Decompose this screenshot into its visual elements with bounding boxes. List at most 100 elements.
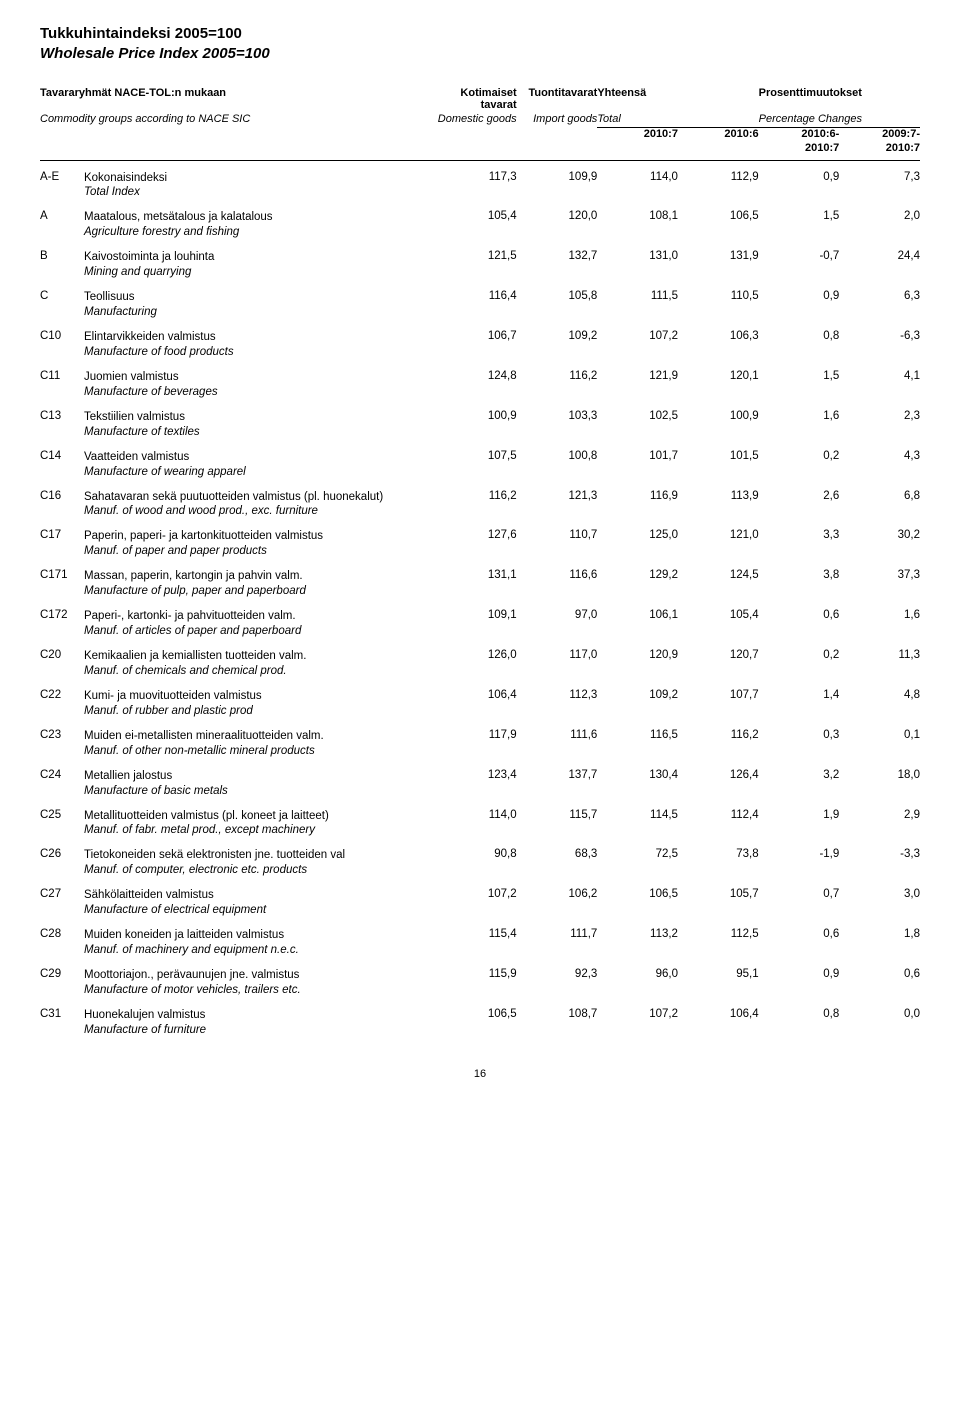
table-row: C13Tekstiilien valmistusManufacture of t…: [40, 400, 920, 440]
table-row: C11Juomien valmistusManufacture of bever…: [40, 360, 920, 400]
row-value: 100,8: [517, 440, 598, 480]
table-row: AMaatalous, metsätalous ja kalatalousAgr…: [40, 200, 920, 240]
row-desc: KokonaisindeksiTotal Index: [84, 160, 436, 200]
row-value: 106,3: [678, 320, 759, 360]
row-value: 130,4: [597, 759, 678, 799]
row-value: 100,9: [678, 400, 759, 440]
hdr-import-fi: Tuontitavarat: [517, 87, 598, 113]
hdr-group-en: Commodity groups according to NACE SIC: [40, 113, 436, 128]
row-value: 1,6: [759, 400, 840, 440]
row-value: 126,0: [436, 639, 517, 679]
row-desc: Tekstiilien valmistusManufacture of text…: [84, 400, 436, 440]
row-value: 120,7: [678, 639, 759, 679]
row-value: 124,5: [678, 559, 759, 599]
row-value: 90,8: [436, 838, 517, 878]
row-desc: Muiden koneiden ja laitteiden valmistusM…: [84, 918, 436, 958]
row-value: 116,9: [597, 480, 678, 520]
row-code: C11: [40, 360, 84, 400]
row-value: 18,0: [839, 759, 920, 799]
row-value: 108,1: [597, 200, 678, 240]
row-value: 0,9: [759, 958, 840, 998]
row-value: 107,5: [436, 440, 517, 480]
row-desc: Moottoriajon., perävaunujen jne. valmist…: [84, 958, 436, 998]
row-value: 120,0: [517, 200, 598, 240]
row-code: C25: [40, 799, 84, 839]
hdr-2010-6: 2010:6: [678, 127, 759, 142]
row-value: 3,0: [839, 878, 920, 918]
row-code: C13: [40, 400, 84, 440]
row-value: 0,0: [839, 998, 920, 1038]
row-value: 125,0: [597, 519, 678, 559]
row-value: 120,9: [597, 639, 678, 679]
hdr-domestic-en: Domestic goods: [436, 113, 517, 128]
table-row: C27Sähkölaitteiden valmistusManufacture …: [40, 878, 920, 918]
row-value: 1,9: [759, 799, 840, 839]
table-row: C25Metallituotteiden valmistus (pl. kone…: [40, 799, 920, 839]
hdr-2009-7-7a: 2009:7-: [839, 127, 920, 142]
row-value: 102,5: [597, 400, 678, 440]
row-value: 73,8: [678, 838, 759, 878]
row-desc: Kaivostoiminta ja louhintaMining and qua…: [84, 240, 436, 280]
row-code: A: [40, 200, 84, 240]
row-code: C171: [40, 559, 84, 599]
page-title-block: Tukkuhintaindeksi 2005=100 Wholesale Pri…: [40, 24, 920, 65]
row-value: 0,1: [839, 719, 920, 759]
row-value: 117,3: [436, 160, 517, 200]
row-value: 109,2: [517, 320, 598, 360]
table-row: C171Massan, paperin, kartongin ja pahvin…: [40, 559, 920, 599]
hdr-2009-7-7b: 2010:7: [839, 142, 920, 156]
row-value: 106,5: [678, 200, 759, 240]
row-desc: Kemikaalien ja kemiallisten tuotteiden v…: [84, 639, 436, 679]
row-value: 4,8: [839, 679, 920, 719]
row-code: C: [40, 280, 84, 320]
row-value: 100,9: [436, 400, 517, 440]
row-desc: Sähkölaitteiden valmistusManufacture of …: [84, 878, 436, 918]
row-value: 129,2: [597, 559, 678, 599]
table-row: C31Huonekalujen valmistusManufacture of …: [40, 998, 920, 1038]
row-value: 108,7: [517, 998, 598, 1038]
row-code: C17: [40, 519, 84, 559]
row-code: C26: [40, 838, 84, 878]
table-row: BKaivostoiminta ja louhintaMining and qu…: [40, 240, 920, 280]
row-code: C29: [40, 958, 84, 998]
row-value: 112,3: [517, 679, 598, 719]
row-value: 0,9: [759, 280, 840, 320]
table-row: CTeollisuusManufacturing116,4105,8111,51…: [40, 280, 920, 320]
row-value: 110,5: [678, 280, 759, 320]
row-value: 4,3: [839, 440, 920, 480]
table-row: C14Vaatteiden valmistusManufacture of we…: [40, 440, 920, 480]
row-value: 121,0: [678, 519, 759, 559]
row-value: 7,3: [839, 160, 920, 200]
row-value: 116,4: [436, 280, 517, 320]
row-value: 114,0: [597, 160, 678, 200]
row-value: 72,5: [597, 838, 678, 878]
row-desc: Metallien jalostusManufacture of basic m…: [84, 759, 436, 799]
row-value: 116,2: [678, 719, 759, 759]
row-value: 121,9: [597, 360, 678, 400]
row-value: -3,3: [839, 838, 920, 878]
row-value: 0,9: [759, 160, 840, 200]
row-value: 117,9: [436, 719, 517, 759]
row-desc: Elintarvikkeiden valmistusManufacture of…: [84, 320, 436, 360]
table-row: C10Elintarvikkeiden valmistusManufacture…: [40, 320, 920, 360]
row-value: -1,9: [759, 838, 840, 878]
row-value: 2,3: [839, 400, 920, 440]
hdr-total-en: Total: [597, 113, 678, 128]
table-row: C24Metallien jalostusManufacture of basi…: [40, 759, 920, 799]
hdr-group-fi: Tavararyhmät NACE-TOL:n mukaan: [40, 87, 436, 113]
table-row: C172Paperi-, kartonki- ja pahvituotteide…: [40, 599, 920, 639]
row-value: 105,7: [678, 878, 759, 918]
row-value: 0,8: [759, 998, 840, 1038]
page-number: 16: [40, 1068, 920, 1080]
row-desc: Kumi- ja muovituotteiden valmistusManuf.…: [84, 679, 436, 719]
row-value: 116,2: [436, 480, 517, 520]
hdr-2010-7: 2010:7: [597, 127, 678, 142]
row-code: C22: [40, 679, 84, 719]
row-value: 106,1: [597, 599, 678, 639]
row-value: 1,6: [839, 599, 920, 639]
row-value: 92,3: [517, 958, 598, 998]
row-desc: Sahatavaran sekä puutuotteiden valmistus…: [84, 480, 436, 520]
row-desc: Paperin, paperi- ja kartonkituotteiden v…: [84, 519, 436, 559]
row-desc: Massan, paperin, kartongin ja pahvin val…: [84, 559, 436, 599]
hdr-2010-6-7a: 2010:6-: [759, 127, 840, 142]
